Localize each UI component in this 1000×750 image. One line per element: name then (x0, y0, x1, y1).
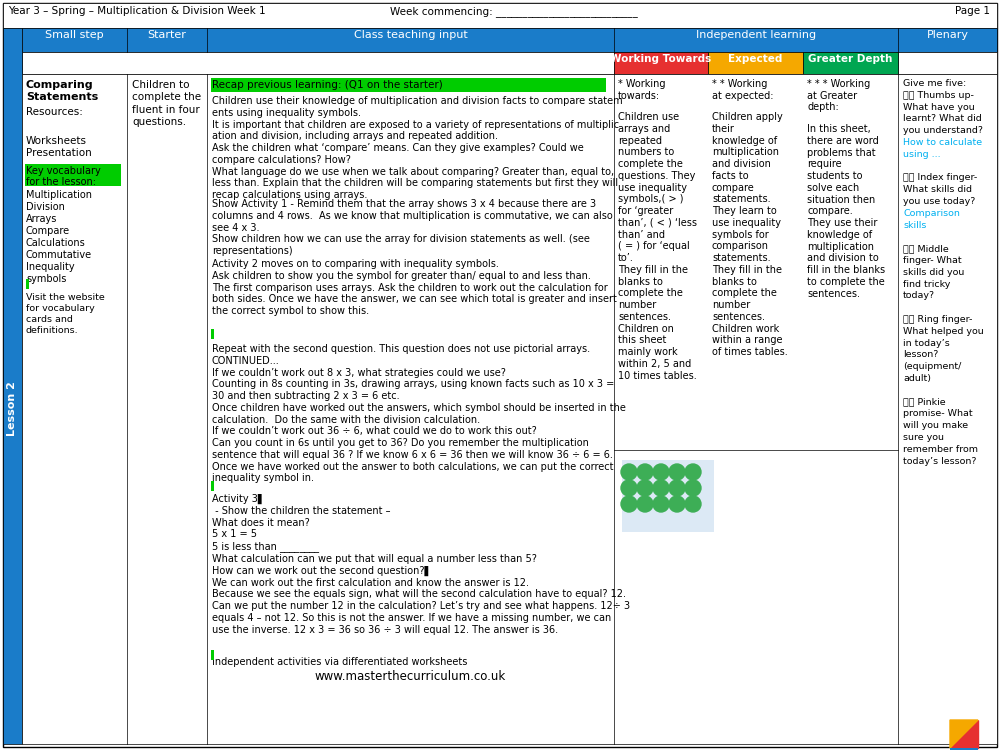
Text: Visit the website
for vocabulary
cards and
definitions.: Visit the website for vocabulary cards a… (26, 293, 105, 335)
Text: Key vocabulary
for the lesson:: Key vocabulary for the lesson: (26, 166, 101, 188)
Text: skills: skills (903, 220, 926, 230)
Circle shape (669, 464, 685, 480)
Bar (3, 3, 997, 28)
Text: Children apply
their
knowledge of
multiplication
and division
facts to
compare
s: Children apply their knowledge of multip… (712, 112, 788, 357)
Text: Week commencing: ___________________________: Week commencing: _______________________… (390, 6, 638, 17)
Text: find tricky: find tricky (903, 280, 950, 289)
Text: learnt? What did: learnt? What did (903, 115, 982, 124)
Circle shape (637, 496, 653, 512)
Text: Small step: Small step (45, 30, 104, 40)
Text: Activity 3▌
 - Show the children the statement –
What does it mean?
5 x 1 = 5
5 : Activity 3▌ - Show the children the stat… (212, 494, 630, 634)
Text: lesson?: lesson? (903, 350, 938, 359)
Circle shape (685, 496, 701, 512)
Text: promise- What: promise- What (903, 410, 973, 419)
Bar (22, 28, 997, 52)
Text: 👍🏻 Thumbs up-: 👍🏻 Thumbs up- (903, 91, 974, 100)
Text: Worksheets
Presentation: Worksheets Presentation (26, 136, 92, 158)
Text: Children to
complete the
fluent in four
questions.: Children to complete the fluent in four … (132, 80, 201, 128)
Text: Class teaching input: Class teaching input (354, 30, 467, 40)
Text: Resources:: Resources: (26, 107, 83, 117)
Text: skills did you: skills did you (903, 268, 964, 277)
Bar (3, 28, 22, 744)
Text: * * Working
at expected:: * * Working at expected: (712, 79, 774, 101)
Bar (708, 52, 803, 74)
Text: in today’s: in today’s (903, 338, 950, 347)
Circle shape (685, 464, 701, 480)
Text: What have you: What have you (903, 103, 975, 112)
Text: Comparing
Statements: Comparing Statements (26, 80, 98, 101)
Text: sure you: sure you (903, 433, 944, 442)
Circle shape (653, 464, 669, 480)
Text: How to calculate: How to calculate (903, 138, 982, 147)
Text: * Working
towards:: * Working towards: (618, 79, 666, 101)
Text: Expected: Expected (728, 54, 783, 64)
Text: Page 1: Page 1 (955, 6, 990, 16)
Text: using ...: using ... (903, 150, 941, 159)
Circle shape (669, 480, 685, 496)
Text: Lesson 2: Lesson 2 (7, 382, 18, 436)
Bar (211, 481, 214, 491)
Text: Multiplication
Division
Arrays
Compare
Calculations
Commutative
Inequality
symbo: Multiplication Division Arrays Compare C… (26, 190, 92, 284)
Text: 💍🏻 Ring finger-: 💍🏻 Ring finger- (903, 315, 972, 324)
Bar (898, 52, 997, 74)
Circle shape (637, 464, 653, 480)
Text: (equipment/: (equipment/ (903, 362, 961, 371)
Circle shape (621, 464, 637, 480)
Circle shape (621, 480, 637, 496)
Text: Independent learning: Independent learning (696, 30, 816, 40)
Circle shape (637, 480, 653, 496)
Circle shape (685, 480, 701, 496)
Text: Activity 2 moves on to comparing with inequality symbols.
Ask children to show y: Activity 2 moves on to comparing with in… (212, 259, 617, 316)
Polygon shape (950, 720, 978, 748)
Text: In this sheet,
there are word
problems that
require
students to
solve each
situa: In this sheet, there are word problems t… (807, 124, 885, 298)
Circle shape (653, 496, 669, 512)
Text: What helped you: What helped you (903, 327, 984, 336)
Bar (950, 748, 978, 750)
Polygon shape (950, 720, 978, 748)
Text: Greater Depth: Greater Depth (808, 54, 893, 64)
Text: Show Activity 1 - Remind them that the array shows 3 x 4 because there are 3
col: Show Activity 1 - Remind them that the a… (212, 199, 613, 256)
Text: Repeat with the second question. This question does not use pictorial arrays.
CO: Repeat with the second question. This qu… (212, 344, 626, 483)
Bar (211, 78, 606, 92)
Text: will you make: will you make (903, 422, 968, 430)
Text: Children use their knowledge of multiplication and division facts to compare sta: Children use their knowledge of multipli… (212, 96, 623, 200)
Text: 👆🏻 Index finger-: 👆🏻 Index finger- (903, 173, 977, 182)
Bar (803, 52, 898, 74)
Bar (614, 52, 708, 74)
Text: today?: today? (903, 292, 935, 301)
Text: * * * Working
at Greater
depth:: * * * Working at Greater depth: (807, 79, 870, 112)
Text: adult): adult) (903, 374, 931, 383)
Text: www.masterthecurriculum.co.uk: www.masterthecurriculum.co.uk (314, 670, 506, 683)
Text: today’s lesson?: today’s lesson? (903, 457, 976, 466)
Text: Year 3 – Spring – Multiplication & Division Week 1: Year 3 – Spring – Multiplication & Divis… (8, 6, 266, 16)
Text: Children use
arrays and
repeated
numbers to
complete the
questions. They
use ine: Children use arrays and repeated numbers… (618, 112, 697, 381)
Circle shape (653, 480, 669, 496)
Text: 🛄🏻 Middle: 🛄🏻 Middle (903, 244, 949, 254)
Text: remember from: remember from (903, 445, 978, 454)
Text: What skills did: What skills did (903, 185, 972, 194)
Bar (211, 329, 214, 339)
Text: Starter: Starter (148, 30, 186, 40)
Text: Comparison: Comparison (903, 209, 960, 218)
Bar (211, 650, 214, 660)
Circle shape (621, 496, 637, 512)
Text: Recap previous learning: (Q1 on the starter): Recap previous learning: (Q1 on the star… (212, 80, 443, 90)
Bar (22, 74, 997, 744)
Bar (25, 164, 121, 186)
Text: Working Towards: Working Towards (610, 54, 712, 64)
Circle shape (669, 496, 685, 512)
Text: you understand?: you understand? (903, 126, 983, 135)
Bar (22, 52, 614, 74)
Text: 🤏🏻 Pinkie: 🤏🏻 Pinkie (903, 398, 946, 406)
Text: Plenary: Plenary (926, 30, 968, 40)
Bar (622, 460, 714, 532)
Text: you use today?: you use today? (903, 197, 975, 206)
Text: Give me five:: Give me five: (903, 79, 966, 88)
Text: finger- What: finger- What (903, 256, 962, 265)
Text: Independent activities via differentiated worksheets: Independent activities via differentiate… (212, 657, 467, 667)
Bar (26, 279, 29, 289)
